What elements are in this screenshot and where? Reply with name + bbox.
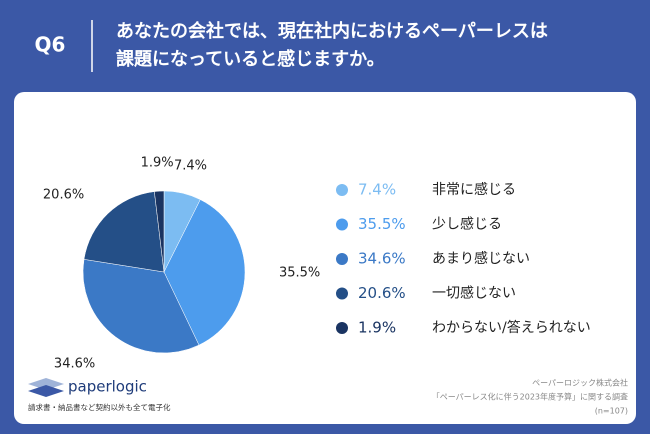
pie-slice [163,199,246,346]
question-line: あなたの会社では、現在社内におけるペーパーレスは [116,20,548,42]
source: ペーパーロジック株式会社 [532,378,628,388]
slice-label: 20.6% [43,188,84,203]
logo-mark [28,378,64,397]
legend-swatch [336,184,348,196]
legend-value: 35.5% [358,215,406,233]
slice-label: 35.5% [279,266,320,281]
legend-swatch [336,253,348,265]
legend-swatch [336,218,348,231]
legend-value: 20.6% [358,284,406,302]
legend-swatch [336,287,348,300]
slice-label: 1.9% [141,156,174,171]
question-number: Q6 [35,33,66,57]
legend-label: 非常に感じる [432,181,516,198]
legend-value: 1.9% [358,319,396,337]
logo-text: paperlogic [68,378,147,396]
question-line: 課題になっていると感じますか。 [116,48,385,70]
legend-value: 7.4% [358,181,396,199]
legend-label: あまり感じない [432,250,530,267]
tagline: 請求書・納品書など契約以外も全て電子化 [28,402,171,412]
legend-label: 一切感じない [432,285,516,302]
source: (n=107) [595,407,628,416]
pie-slice [82,259,200,354]
pie-slice [83,191,165,273]
legend-label: わからない/答えられない [432,319,591,336]
slice-label: 34.6% [54,357,95,372]
slice-label: 7.4% [174,159,207,174]
source: 「ペーパーレス化に伴う2023年度予算」に関する調査 [432,392,628,402]
legend-label: 少し感じる [432,216,502,233]
legend-swatch [336,322,348,334]
legend-value: 34.6% [358,250,406,268]
pie-slice [154,190,165,273]
